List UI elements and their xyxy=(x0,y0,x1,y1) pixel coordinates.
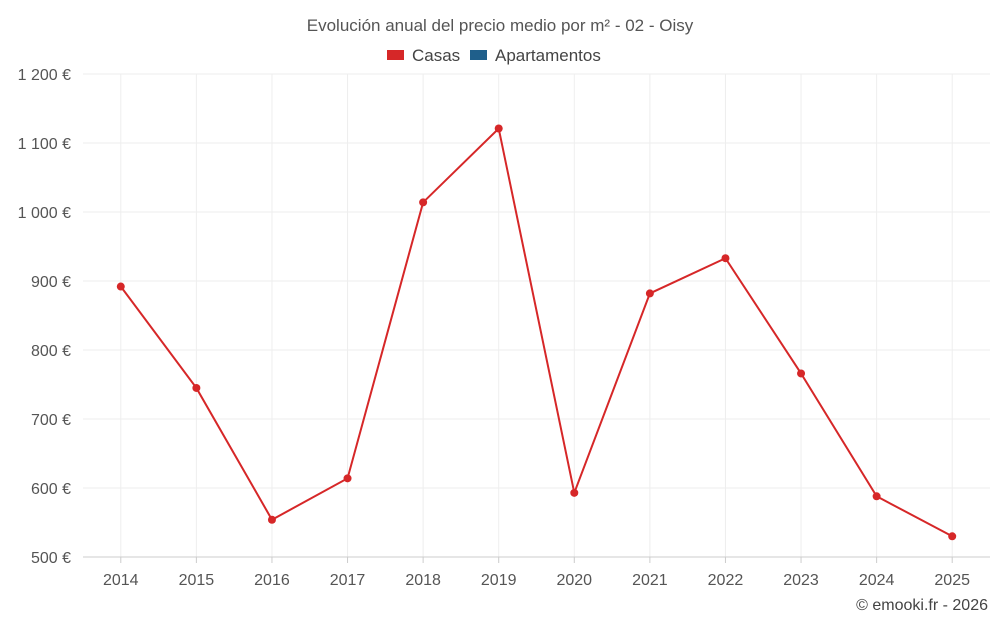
x-tick-label: 2025 xyxy=(934,572,970,589)
data-point[interactable] xyxy=(116,282,125,291)
y-tick-label: 500 € xyxy=(31,550,71,567)
data-point[interactable] xyxy=(419,198,428,207)
chart-legend: Casas Apartamentos xyxy=(387,46,601,65)
y-tick-label: 800 € xyxy=(31,343,71,360)
data-point[interactable] xyxy=(721,254,730,263)
credit-text: © emooki.fr - 2026 xyxy=(856,597,988,614)
x-tick-label: 2016 xyxy=(254,572,290,589)
y-tick-label: 900 € xyxy=(31,274,71,291)
data-point[interactable] xyxy=(645,289,654,298)
y-tick-label: 1 100 € xyxy=(18,136,71,153)
x-tick-label: 2024 xyxy=(859,572,895,589)
y-tick-label: 600 € xyxy=(31,481,71,498)
series xyxy=(116,124,957,541)
legend-label-casas[interactable]: Casas xyxy=(412,46,460,65)
x-tick-label: 2023 xyxy=(783,572,819,589)
y-tick-label: 1 200 € xyxy=(18,67,71,84)
y-tick-label: 700 € xyxy=(31,412,71,429)
data-point[interactable] xyxy=(192,383,201,392)
data-point[interactable] xyxy=(872,492,881,501)
data-point[interactable] xyxy=(343,474,352,483)
x-tick-label: 2015 xyxy=(179,572,215,589)
grid xyxy=(83,73,990,557)
x-tick-label: 2014 xyxy=(103,572,139,589)
x-tick-label: 2017 xyxy=(330,572,366,589)
chart-title: Evolución anual del precio medio por m² … xyxy=(307,16,694,35)
data-point[interactable] xyxy=(570,488,579,497)
data-point[interactable] xyxy=(494,124,503,133)
data-point[interactable] xyxy=(948,532,957,541)
data-point[interactable] xyxy=(267,515,276,524)
y-tick-label: 1 000 € xyxy=(18,205,71,222)
x-tick-label: 2019 xyxy=(481,572,517,589)
legend-swatch-casas xyxy=(387,50,404,60)
x-tick-label: 2020 xyxy=(556,572,592,589)
legend-label-apartamentos[interactable]: Apartamentos xyxy=(495,46,601,65)
x-tick-label: 2018 xyxy=(405,572,441,589)
x-tick-label: 2022 xyxy=(708,572,744,589)
data-point[interactable] xyxy=(797,369,806,378)
series-line-casas xyxy=(119,126,953,538)
legend-swatch-apartamentos xyxy=(470,50,487,60)
x-tick-label: 2021 xyxy=(632,572,668,589)
axes: 500 € 600 € 700 € 800 € 900 € 1 000 € 1 100 € 1… xyxy=(18,67,990,589)
